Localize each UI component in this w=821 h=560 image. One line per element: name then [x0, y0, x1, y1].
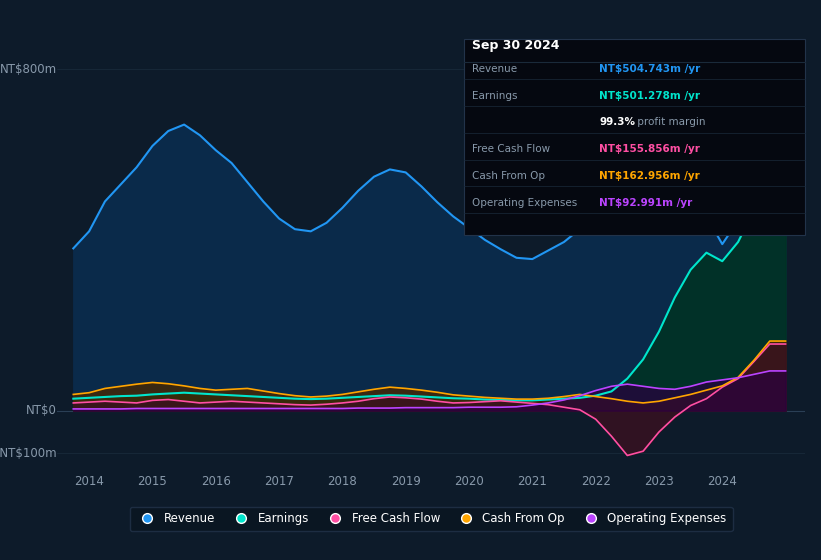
Text: Earnings: Earnings	[472, 91, 517, 101]
Text: NT$92.991m /yr: NT$92.991m /yr	[599, 198, 693, 208]
Text: 99.3%: 99.3%	[599, 118, 635, 128]
Text: NT$504.743m /yr: NT$504.743m /yr	[599, 64, 700, 74]
Text: NT$800m: NT$800m	[0, 63, 57, 76]
Text: NT$501.278m /yr: NT$501.278m /yr	[599, 91, 700, 101]
Text: Revenue: Revenue	[472, 64, 517, 74]
Legend: Revenue, Earnings, Free Cash Flow, Cash From Op, Operating Expenses: Revenue, Earnings, Free Cash Flow, Cash …	[130, 507, 732, 531]
Text: Cash From Op: Cash From Op	[472, 171, 545, 181]
Text: -NT$100m: -NT$100m	[0, 447, 57, 460]
Text: NT$162.956m /yr: NT$162.956m /yr	[599, 171, 700, 181]
Text: Operating Expenses: Operating Expenses	[472, 198, 577, 208]
Text: profit margin: profit margin	[634, 118, 705, 128]
Text: NT$155.856m /yr: NT$155.856m /yr	[599, 144, 700, 155]
Text: Free Cash Flow: Free Cash Flow	[472, 144, 550, 155]
Text: NT$0: NT$0	[25, 404, 57, 417]
Text: Sep 30 2024: Sep 30 2024	[472, 39, 560, 52]
